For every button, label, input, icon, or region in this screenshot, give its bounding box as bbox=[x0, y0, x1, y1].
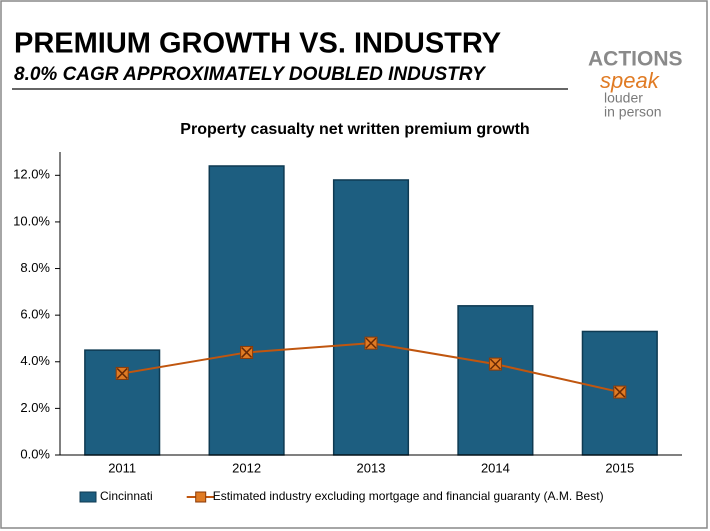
x-tick-label: 2011 bbox=[108, 460, 136, 475]
y-tick-label: 8.0% bbox=[20, 260, 50, 275]
marker-cross bbox=[116, 367, 128, 379]
bar bbox=[208, 165, 285, 456]
marker-cross bbox=[614, 386, 626, 398]
bar bbox=[457, 305, 534, 456]
y-tick-label: 10.0% bbox=[13, 213, 50, 228]
y-tick-label: 6.0% bbox=[20, 307, 50, 322]
logo-text: louder bbox=[604, 90, 643, 106]
bar bbox=[332, 179, 410, 456]
logo-text: speak bbox=[600, 68, 660, 93]
x-tick-label: 2013 bbox=[357, 460, 386, 475]
slide-subtitle: 8.0% CAGR APPROXIMATELY DOUBLED INDUSTRY bbox=[14, 64, 487, 85]
marker-cross bbox=[365, 337, 377, 349]
x-tick-label: 2014 bbox=[481, 460, 510, 475]
bar bbox=[84, 349, 161, 456]
y-tick-label: 0.0% bbox=[20, 446, 50, 461]
marker-cross bbox=[489, 358, 501, 370]
y-tick-label: 2.0% bbox=[20, 400, 50, 415]
logo-text: ACTIONS bbox=[588, 48, 683, 71]
legend-label: Cincinnati bbox=[100, 489, 153, 503]
x-tick-label: 2015 bbox=[605, 460, 634, 475]
logo-text: in person bbox=[604, 104, 662, 120]
chart-title: Property casualty net written premium gr… bbox=[180, 121, 529, 138]
y-tick-label: 12.0% bbox=[13, 167, 50, 182]
legend-swatch bbox=[195, 491, 207, 503]
legend-label: Estimated industry excluding mortgage an… bbox=[213, 489, 604, 503]
marker-cross bbox=[241, 346, 253, 358]
legend-swatch bbox=[79, 491, 97, 503]
x-tick-label: 2012 bbox=[232, 460, 261, 475]
slide-title: PREMIUM GROWTH VS. INDUSTRY bbox=[14, 28, 501, 60]
y-tick-label: 4.0% bbox=[20, 353, 50, 368]
